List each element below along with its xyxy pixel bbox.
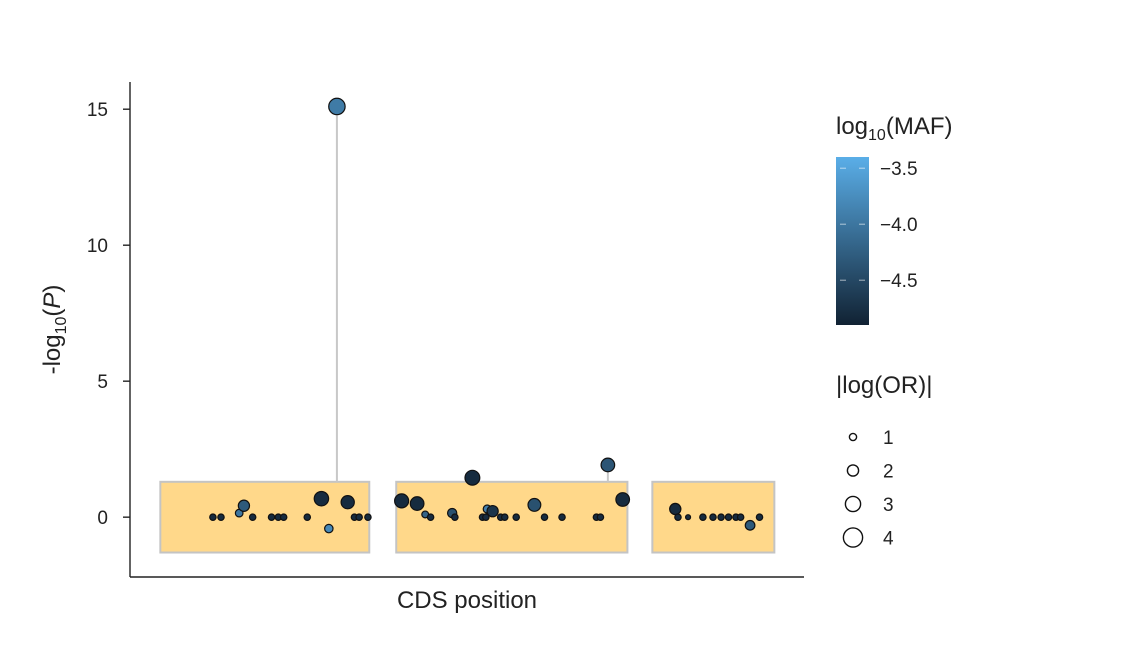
data-point-9 [303,513,312,521]
size-legend-items: 1 2 3 4 [842,428,894,550]
data-point-37 [615,492,631,507]
x-axis-title: CDS position [397,587,537,614]
data-point-15 [355,513,363,521]
data-point-41 [699,513,707,521]
stems [335,106,609,482]
data-point-42 [709,513,717,521]
data-point-43 [717,513,725,521]
axes: 0 5 10 15 [87,82,804,578]
data-point-10 [313,490,330,507]
data-point-20 [426,513,435,521]
data-point-2 [217,513,225,521]
data-point-46 [736,513,745,521]
data-point-40 [684,514,692,521]
data-point-27 [482,513,490,521]
y-axis-title-sub: 10 [53,316,70,334]
size-legend-marker-2 [846,464,860,477]
y-tick-label-15: 15 [87,100,108,121]
data-point-13 [340,495,355,510]
data-point-32 [540,513,549,521]
y-axis-title-suffix: ) [39,285,66,293]
data-point-11 [324,523,334,534]
y-tick-label-5: 5 [97,372,108,393]
y-tick-label-10: 10 [87,236,108,257]
colorbar-ticks: −3.5 −4.0 −4.5 [840,159,918,292]
data-point-16 [364,513,372,521]
data-point-30 [512,513,521,521]
data-point-12 [328,97,346,116]
data-point-33 [558,513,566,521]
colorbar-legend: log10(MAF) −3.5 −4.0 −4.5 [836,113,952,325]
data-point-17 [394,493,410,509]
data-point-35 [596,513,605,521]
size-legend: |log(OR)| 1 2 3 4 [836,372,932,550]
size-legend-label-1: 1 [883,428,894,449]
colorbar-tick-label-2: −4.0 [880,215,918,236]
size-legend-title: |log(OR)| [836,372,932,399]
y-axis-title-var: P [39,293,66,309]
data-point-1 [209,513,217,521]
data-point-22 [451,513,459,521]
y-axis-title-mid: ( [39,309,66,317]
data-point-26 [486,504,499,518]
colorbar-title: log10(MAF) [836,113,952,144]
data-point-47 [744,519,756,531]
exon-box-2 [395,480,629,554]
data-point-8 [279,513,288,521]
colorbar-title-prefix: log [836,113,868,140]
data-point-4 [237,499,251,512]
size-legend-label-3: 3 [883,495,894,516]
colorbar-gradient [836,157,869,325]
colorbar-title-sub: 10 [868,127,886,144]
data-point-23 [464,469,481,486]
colorbar-tick-label-1: −3.5 [880,159,918,180]
colorbar-tick-label-3: −4.5 [880,271,918,292]
size-legend-marker-3 [844,495,862,513]
data-point-6 [267,513,276,521]
size-legend-marker-1 [848,432,858,442]
data-point-31 [527,497,542,512]
data-point-18 [409,496,425,511]
data-point-48 [755,513,764,521]
y-tick-label-0: 0 [97,508,108,529]
data-point-29 [500,513,509,521]
data-points [209,97,764,534]
y-axis-title: -log10(P) [39,285,70,375]
size-legend-label-2: 2 [883,462,894,483]
data-point-5 [248,513,257,521]
data-point-39 [674,513,682,521]
colorbar-title-suffix: (MAF) [886,113,953,140]
y-axis-title-prefix: -log [39,334,66,374]
exon-box-1 [159,480,371,554]
data-point-38 [669,502,682,516]
size-legend-marker-4 [842,527,864,548]
data-point-36 [600,457,616,473]
y-ticks: 0 5 10 15 [87,100,130,529]
size-legend-label-4: 4 [883,529,894,550]
data-point-44 [724,513,733,521]
